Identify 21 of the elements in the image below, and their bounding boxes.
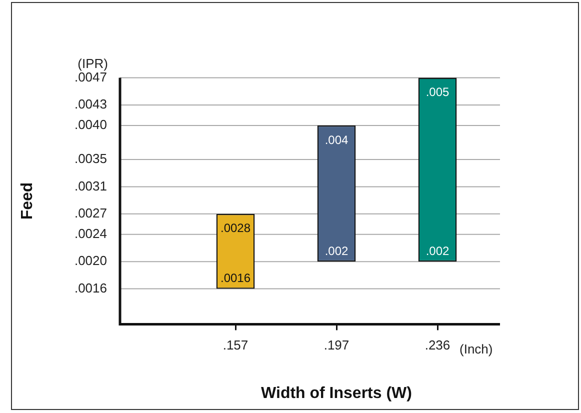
text: (Inch) <box>460 341 493 356</box>
y-tick-label: .0031 <box>74 178 107 194</box>
annotation: .0016 <box>220 271 251 286</box>
y-tick-label: .0016 <box>74 280 107 296</box>
y-tick-label: .0040 <box>74 117 107 132</box>
y-tick-label: .0035 <box>74 151 107 166</box>
y-tick-label: .0024 <box>74 226 107 241</box>
y-axis-title: Feed <box>19 182 36 220</box>
annotation: .002 <box>426 244 450 258</box>
annotation: .002 <box>324 244 348 258</box>
annotation: .005 <box>426 85 450 100</box>
x-tick-label: .197 <box>324 338 350 353</box>
y-tick-label: .0020 <box>74 253 107 268</box>
y-tick-label: .0027 <box>74 206 107 221</box>
x-axis-title: Width of Inserts (W) <box>261 384 412 402</box>
text: (IPR) <box>78 56 108 71</box>
x-tick-label: .236 <box>424 338 450 353</box>
annotation: .004 <box>324 132 348 147</box>
x-tick-label: .157 <box>222 338 248 353</box>
annotation: .0028 <box>220 221 251 236</box>
y-tick-label: .0043 <box>74 96 107 112</box>
